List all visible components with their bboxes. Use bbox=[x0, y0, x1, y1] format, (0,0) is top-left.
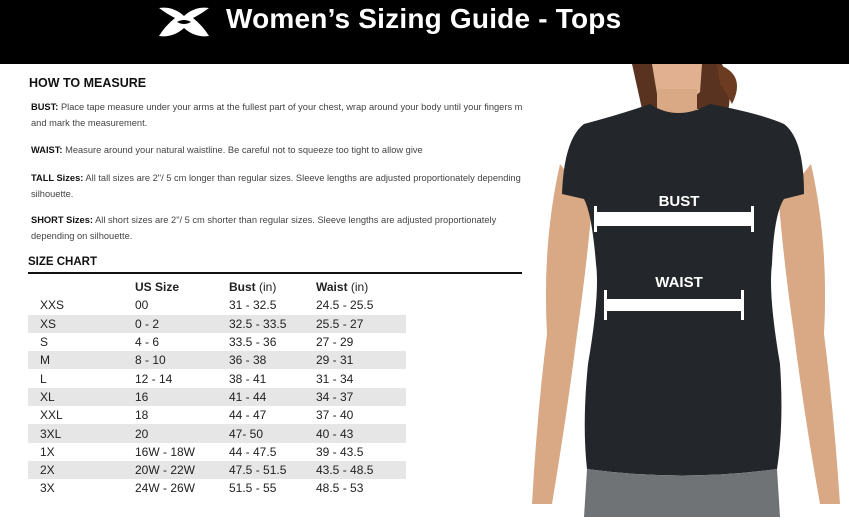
waist-cell: 34 - 37 bbox=[316, 389, 354, 404]
bust-cell: 32.5 - 33.5 bbox=[229, 316, 287, 331]
model-photo: BUST WAIST bbox=[522, 64, 849, 517]
us-size-cell: 8 - 10 bbox=[135, 353, 166, 368]
short-text: All short sizes are 2"/ 5 cm shorter tha… bbox=[31, 215, 497, 241]
us-size-cell: 20W - 22W bbox=[135, 463, 196, 478]
table-row: 2X 20W - 22W 47.5 - 51.5 43.5 - 48.5 bbox=[28, 460, 406, 480]
bust-cell: 44 - 47.5 bbox=[229, 444, 277, 459]
size-chart-table: US Size Bust (in) Waist (in) XXS 00 31 - 3… bbox=[28, 278, 406, 498]
bust-cell: 38 - 41 bbox=[229, 371, 267, 386]
table-header-row: US Size Bust (in) Waist (in) bbox=[28, 278, 406, 296]
table-row: S 4 - 6 33.5 - 36 27 - 29 bbox=[28, 333, 406, 351]
waist-cell: 39 - 43.5 bbox=[316, 444, 364, 459]
column-header-us-size: US Size bbox=[135, 280, 180, 295]
header-banner: Women’s Sizing Guide - Tops bbox=[0, 0, 849, 64]
bust-cell: 44 - 47 bbox=[229, 408, 267, 423]
short-label: SHORT Sizes: bbox=[31, 215, 93, 225]
waist-cell: 40 - 43 bbox=[316, 426, 354, 441]
tall-text: All tall sizes are 2"/ 5 cm longer than … bbox=[31, 173, 534, 199]
column-header-waist: Waist (in) bbox=[316, 280, 369, 295]
size-cell: 3XL bbox=[40, 426, 62, 441]
bust-band bbox=[594, 212, 754, 226]
size-chart-heading: SIZE CHART bbox=[28, 256, 97, 268]
column-header-bust: Bust (in) bbox=[229, 280, 277, 295]
bust-cell: 41 - 44 bbox=[229, 389, 267, 404]
waist-instructions: WAIST: Measure around your natural waist… bbox=[31, 142, 536, 158]
how-to-measure-heading: HOW TO MEASURE bbox=[29, 76, 147, 90]
bust-label: BUST bbox=[659, 193, 700, 210]
waist-cell: 29 - 31 bbox=[316, 353, 354, 368]
waist-band bbox=[604, 299, 744, 311]
bust-cell: 47- 50 bbox=[229, 426, 264, 441]
us-size-cell: 0 - 2 bbox=[135, 316, 160, 331]
size-cell: 1X bbox=[40, 444, 55, 459]
waist-cell: 31 - 34 bbox=[316, 371, 354, 386]
size-cell: XXS bbox=[40, 298, 65, 313]
us-size-cell: 16 bbox=[135, 389, 149, 404]
us-size-cell: 4 - 6 bbox=[135, 335, 160, 350]
bust-cell: 36 - 38 bbox=[229, 353, 267, 368]
bust-cell: 47.5 - 51.5 bbox=[229, 463, 287, 478]
size-cell: XS bbox=[40, 316, 57, 331]
table-row: XXS 00 31 - 32.5 24.5 - 25.5 bbox=[28, 296, 406, 314]
size-cell: XL bbox=[40, 389, 55, 404]
waist-label: WAIST: bbox=[31, 145, 63, 155]
short-instructions: SHORT Sizes: All short sizes are 2"/ 5 c… bbox=[31, 212, 501, 244]
waist-cell: 43.5 - 48.5 bbox=[316, 463, 374, 478]
us-size-cell: 00 bbox=[135, 298, 149, 313]
under-armour-logo-icon bbox=[159, 7, 209, 37]
size-cell: L bbox=[40, 371, 47, 386]
tall-label: TALL Sizes: bbox=[31, 173, 84, 183]
waist-cell: 48.5 - 53 bbox=[316, 481, 364, 496]
size-cell: 2X bbox=[40, 463, 55, 478]
table-row: XXL 18 44 - 47 37 - 40 bbox=[28, 406, 406, 424]
table-row: L 12 - 14 38 - 41 31 - 34 bbox=[28, 369, 406, 387]
waist-text: Measure around your natural waistline. B… bbox=[62, 145, 423, 155]
size-cell: S bbox=[40, 335, 49, 350]
bust-cell: 31 - 32.5 bbox=[229, 298, 277, 313]
size-cell: XXL bbox=[40, 408, 63, 423]
column-header bbox=[28, 278, 135, 296]
us-size-cell: 16W - 18W bbox=[135, 444, 196, 459]
tall-instructions: TALL Sizes: All tall sizes are 2"/ 5 cm … bbox=[31, 170, 536, 202]
us-size-cell: 18 bbox=[135, 408, 149, 423]
us-size-cell: 20 bbox=[135, 426, 149, 441]
waist-cell: 25.5 - 27 bbox=[316, 316, 364, 331]
waist-cell: 24.5 - 25.5 bbox=[316, 298, 374, 313]
us-size-cell: 12 - 14 bbox=[135, 371, 173, 386]
table-row: XL 16 41 - 44 34 - 37 bbox=[28, 387, 406, 407]
size-cell: M bbox=[40, 353, 50, 368]
bust-text: Place tape measure under your arms at th… bbox=[31, 102, 536, 128]
bust-cell: 51.5 - 55 bbox=[229, 481, 277, 496]
page-title: Women’s Sizing Guide - Tops bbox=[226, 3, 622, 34]
table-row: XS 0 - 2 32.5 - 33.5 25.5 - 27 bbox=[28, 314, 406, 333]
size-cell: 3X bbox=[40, 481, 55, 496]
table-row: 3XL 20 47- 50 40 - 43 bbox=[28, 424, 406, 443]
divider bbox=[28, 272, 538, 274]
table-row: M 8 - 10 36 - 38 29 - 31 bbox=[28, 351, 406, 370]
table-row: 1X 16W - 18W 44 - 47.5 39 - 43.5 bbox=[28, 443, 406, 461]
waist-cell: 37 - 40 bbox=[316, 408, 354, 423]
waist-label: WAIST bbox=[655, 274, 703, 291]
table-row: 3X 24W - 26W 51.5 - 55 48.5 - 53 bbox=[28, 479, 406, 497]
bust-label: BUST: bbox=[31, 102, 59, 112]
waist-cell: 27 - 29 bbox=[316, 335, 354, 350]
bust-instructions: BUST: Place tape measure under your arms… bbox=[31, 99, 536, 131]
us-size-cell: 24W - 26W bbox=[135, 481, 196, 496]
bust-cell: 33.5 - 36 bbox=[229, 335, 277, 350]
